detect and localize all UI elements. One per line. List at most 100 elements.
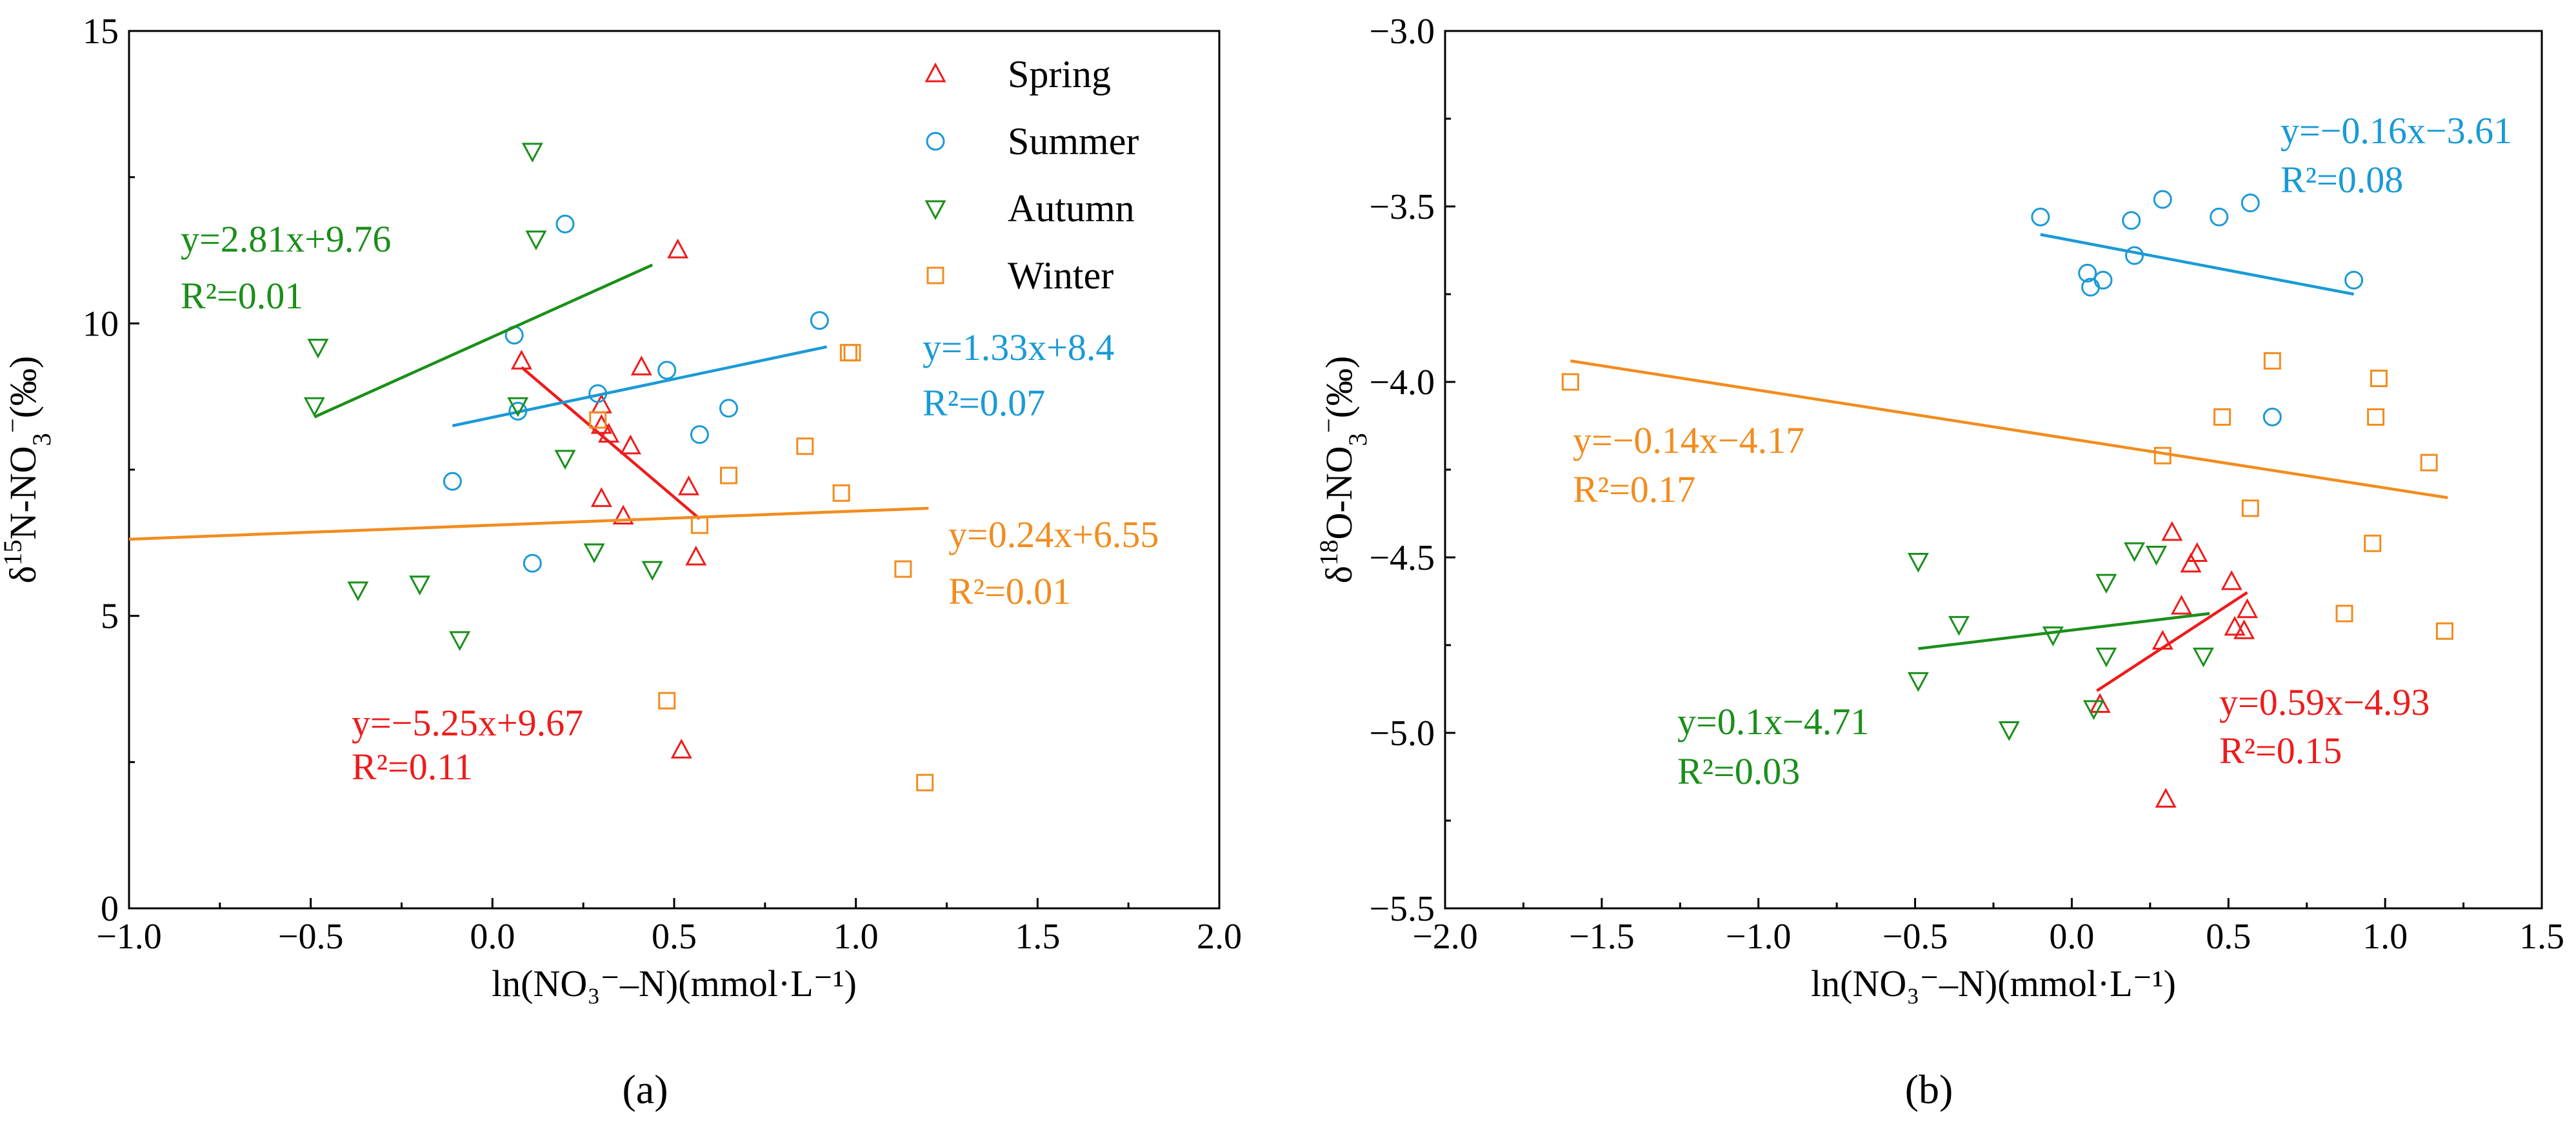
- r-squared-winter: R²=0.01: [948, 570, 1071, 612]
- x-tick-label: 1.0: [834, 917, 879, 957]
- data-point-autumn: [307, 339, 329, 359]
- fit-line-autumn: [1918, 612, 2210, 650]
- data-point-spring: [619, 434, 641, 455]
- data-point-spring: [630, 355, 652, 375]
- data-point-winter: [720, 466, 737, 484]
- equation-autumn: y=0.1x−4.71: [1677, 701, 1869, 743]
- r-squared-spring: R²=0.15: [2219, 730, 2342, 772]
- chart-panel-a: −1.0 −0.5 0.0 0.5 1.0 1.5 2.0 0 5 10 15 ln(NO₃⁻–N)(…: [0, 12, 1242, 1112]
- data-point-summer: [690, 425, 709, 444]
- legend-label-winter: Winter: [1008, 254, 1113, 297]
- x-axis-label: ln(NO₃⁻–N)(mmol·L⁻¹): [492, 963, 857, 1004]
- data-point-winter: [2364, 534, 2382, 552]
- data-point-spring: [2233, 619, 2255, 639]
- data-point-autumn: [1998, 721, 2020, 741]
- data-point-autumn: [1948, 615, 1970, 636]
- data-point-spring: [2221, 570, 2242, 590]
- r-squared-summer: R²=0.08: [2281, 159, 2403, 201]
- chart-panel-b: −2.0 −1.5 −1.0 −0.5 0.0 0.5 1.0 1.5 −5.5 −5.0 −4.5…: [1314, 12, 2565, 1112]
- data-point-autumn: [409, 575, 431, 595]
- legend-label-summer: Summer: [1008, 120, 1139, 163]
- equation-summer: y=1.33x+8.4: [923, 326, 1114, 368]
- data-point-summer: [2344, 270, 2364, 290]
- data-point-summer: [2031, 207, 2050, 226]
- panel-label-a: (a): [622, 1066, 668, 1112]
- x-tick-label: 1.0: [2362, 917, 2408, 957]
- data-point-autumn: [2095, 574, 2117, 594]
- y-tick-label: −3.0: [1369, 12, 1435, 52]
- x-tick-label: 0.5: [652, 917, 697, 957]
- data-point-spring: [590, 487, 612, 507]
- data-point-winter: [2435, 622, 2453, 640]
- y-tick-label: 0: [101, 889, 119, 929]
- data-point-autumn: [2124, 542, 2146, 563]
- data-point-autumn: [2095, 647, 2117, 668]
- data-point-autumn: [507, 397, 529, 417]
- data-point-autumn: [303, 397, 325, 417]
- data-point-spring: [2186, 542, 2208, 563]
- y-tick-label: −5.5: [1369, 889, 1435, 929]
- data-point-autumn: [525, 230, 547, 251]
- data-point-autumn: [2042, 626, 2064, 646]
- data-point-summer: [719, 399, 738, 418]
- data-point-winter: [2420, 454, 2438, 472]
- x-tick-label: −1.5: [1569, 917, 1635, 957]
- data-point-spring: [510, 350, 532, 370]
- data-point-winter: [2213, 408, 2232, 426]
- data-point-summer: [555, 214, 575, 234]
- data-point-winter: [658, 692, 676, 710]
- data-point-spring: [2089, 693, 2111, 713]
- data-point-summer: [588, 384, 608, 403]
- y-axis-label: δ15N-NO3−(‰): [0, 356, 56, 584]
- equation-winter: y=0.24x+6.55: [948, 514, 1159, 555]
- data-point-winter: [2153, 446, 2172, 464]
- data-point-winter: [2241, 499, 2259, 517]
- data-point-autumn: [1907, 672, 1929, 692]
- data-point-spring: [2161, 521, 2183, 541]
- data-point-autumn: [583, 543, 605, 564]
- data-point-spring: [598, 423, 620, 443]
- data-point-autumn: [449, 631, 471, 652]
- equation-winter: y=−0.14x−4.17: [1573, 419, 1804, 461]
- y-tick-label: −5.0: [1369, 714, 1435, 754]
- plot-frame: [128, 30, 1221, 910]
- y-tick-label: −4.0: [1369, 363, 1435, 403]
- legend-label-autumn: Autumn: [1008, 187, 1135, 230]
- data-point-summer: [2125, 246, 2144, 265]
- data-point-summer: [2153, 190, 2172, 209]
- fit-line-winter: [128, 506, 929, 541]
- x-tick-label: −1.0: [96, 917, 162, 957]
- data-point-spring: [2155, 788, 2177, 808]
- equation-spring: y=−5.25x+9.67: [352, 702, 583, 744]
- data-point-winter: [2263, 352, 2281, 370]
- data-point-summer: [2241, 194, 2260, 213]
- fit-line-spring: [520, 366, 701, 520]
- data-point-winter: [832, 484, 850, 502]
- data-point-spring: [685, 545, 707, 566]
- data-point-autumn: [347, 581, 369, 602]
- data-point-spring: [667, 238, 689, 259]
- data-point-summer: [2078, 263, 2097, 283]
- x-tick-label: 0.5: [2206, 917, 2251, 957]
- equation-summer: y=−0.16x−3.61: [2281, 110, 2512, 152]
- x-tick-label: 0.0: [2049, 917, 2094, 957]
- data-point-winter: [2367, 408, 2385, 426]
- r-squared-winter: R²=0.17: [1573, 468, 1695, 510]
- y-tick-label: −4.5: [1369, 538, 1435, 578]
- y-tick-label: 10: [83, 304, 119, 344]
- x-axis-label: ln(NO₃⁻–N)(mmol·L⁻¹): [1811, 963, 2176, 1004]
- legend-marker-winter: [926, 266, 944, 284]
- legend-marker-spring: [924, 62, 946, 83]
- data-point-summer: [657, 361, 677, 380]
- x-tick-label: −2.0: [1412, 917, 1478, 957]
- equation-spring: y=0.59x−4.93: [2219, 681, 2430, 723]
- fit-line-summer: [452, 345, 828, 428]
- data-point-summer: [2210, 207, 2229, 226]
- equation-autumn: y=2.81x+9.76: [181, 218, 391, 260]
- data-point-winter: [843, 344, 861, 362]
- y-axis-label: δ18O-NO3−(‰): [1314, 356, 1372, 584]
- data-point-spring: [612, 504, 634, 525]
- y-tick-label: 5: [101, 597, 119, 637]
- data-point-summer: [523, 554, 542, 573]
